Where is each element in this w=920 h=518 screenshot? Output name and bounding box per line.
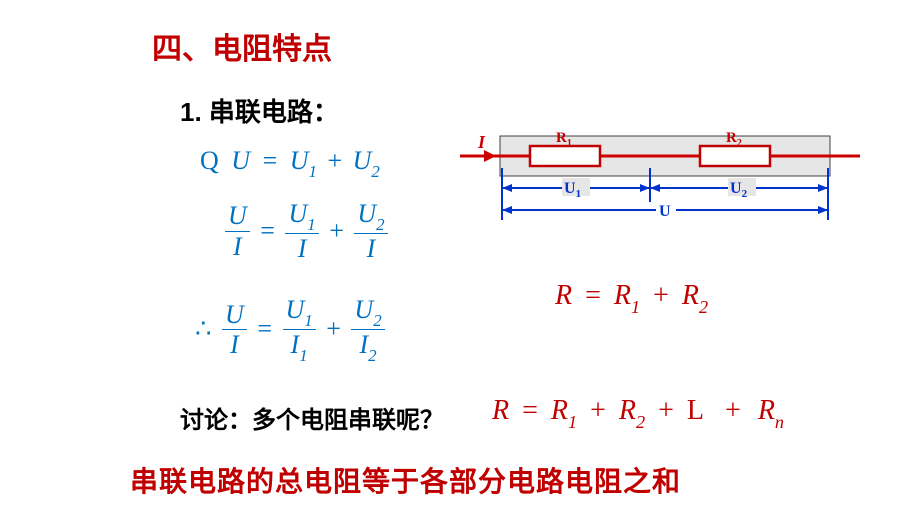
current-arrow <box>484 150 496 162</box>
circuit-diagram: I R1 R2 U1 U2 U <box>460 130 860 240</box>
dots: L <box>687 395 704 426</box>
equation-R-n: R = R1 + R2 + L + Rn <box>492 395 784 431</box>
plus: + <box>322 314 345 344</box>
frac-U-I: U I <box>225 202 250 260</box>
plus: + <box>323 146 346 175</box>
sym-R2: R2 <box>682 280 708 311</box>
subsection-title: 1. 串联电路： <box>180 92 339 129</box>
frac-U2-I: U2 I <box>354 200 387 262</box>
section-title: 四、电阻特点 <box>152 24 332 68</box>
eq1-prefix: Q <box>200 146 219 175</box>
resistor-R2 <box>700 146 770 166</box>
label-I: I <box>477 132 486 152</box>
frac-U2-I2: U2 I2 <box>351 296 384 363</box>
frac-U1-I1: U1 I1 <box>283 296 316 363</box>
plus: + <box>652 395 680 426</box>
plus: + <box>647 280 675 311</box>
equation-ohm-step: U I = U1 I + U2 I <box>225 200 388 262</box>
plus: + <box>584 395 612 426</box>
equals: = <box>253 314 276 344</box>
frac-U1-I: U1 I <box>285 200 318 262</box>
sym-U2: U2 <box>353 146 380 175</box>
therefore: ∴ <box>195 314 216 343</box>
sym-R: R <box>555 280 572 311</box>
resistor-R1 <box>530 146 600 166</box>
plus: + <box>325 216 348 246</box>
sym-Rn: Rn <box>758 395 784 426</box>
sym-U: U <box>225 146 250 175</box>
equals: = <box>516 395 544 426</box>
sym-U1: U1 <box>290 146 317 175</box>
sym-R: R <box>492 395 509 426</box>
equation-ohm-final: ∴ U I = U1 I1 + U2 I2 <box>195 296 385 363</box>
equals: = <box>256 216 279 246</box>
equals: = <box>257 146 284 175</box>
frac-U-I-2: U I <box>222 301 247 359</box>
discussion-text: 讨论：多个电阻串联呢？ <box>180 400 444 435</box>
sym-R2: R2 <box>619 395 645 426</box>
sym-R1: R1 <box>614 280 640 311</box>
plus: + <box>711 395 751 426</box>
equation-voltage-sum: Q U = U1 + U2 <box>200 146 380 180</box>
equation-R-two: R = R1 + R2 <box>555 280 708 316</box>
label-U: U <box>659 203 671 220</box>
sym-R1: R1 <box>551 395 577 426</box>
conclusion-text: 串联电路的总电阻等于各部分电路电阻之和 <box>130 460 681 500</box>
equals: = <box>579 280 607 311</box>
